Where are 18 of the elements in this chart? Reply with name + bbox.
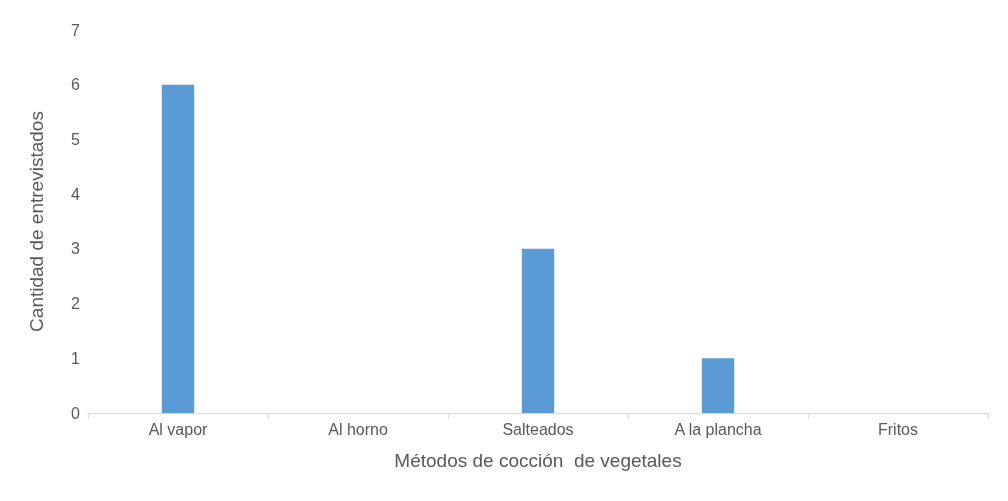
y-tick-label: 0 (71, 404, 81, 422)
x-tick-label: A la plancha (674, 420, 762, 438)
x-tick-label: Al vapor (148, 420, 209, 438)
y-tick-label: 7 (71, 21, 81, 39)
y-tick-label: 3 (71, 240, 81, 258)
y-tick-label: 2 (71, 295, 81, 313)
x-tick-label: Salteados (502, 420, 574, 438)
x-axis-title: Métodos de cocción de vegetales (394, 450, 682, 471)
y-tick-label: 1 (71, 349, 81, 367)
bar (701, 358, 735, 413)
y-tick-label: 4 (71, 185, 81, 203)
bar (161, 84, 195, 413)
y-axis-title: Cantidad de entrevistados (26, 111, 47, 332)
x-tick-label: Al horno (328, 420, 388, 438)
y-tick-label: 6 (71, 76, 81, 94)
y-tick-label: 5 (71, 130, 81, 148)
bar (521, 248, 555, 413)
x-tick-label: Fritos (878, 420, 918, 438)
